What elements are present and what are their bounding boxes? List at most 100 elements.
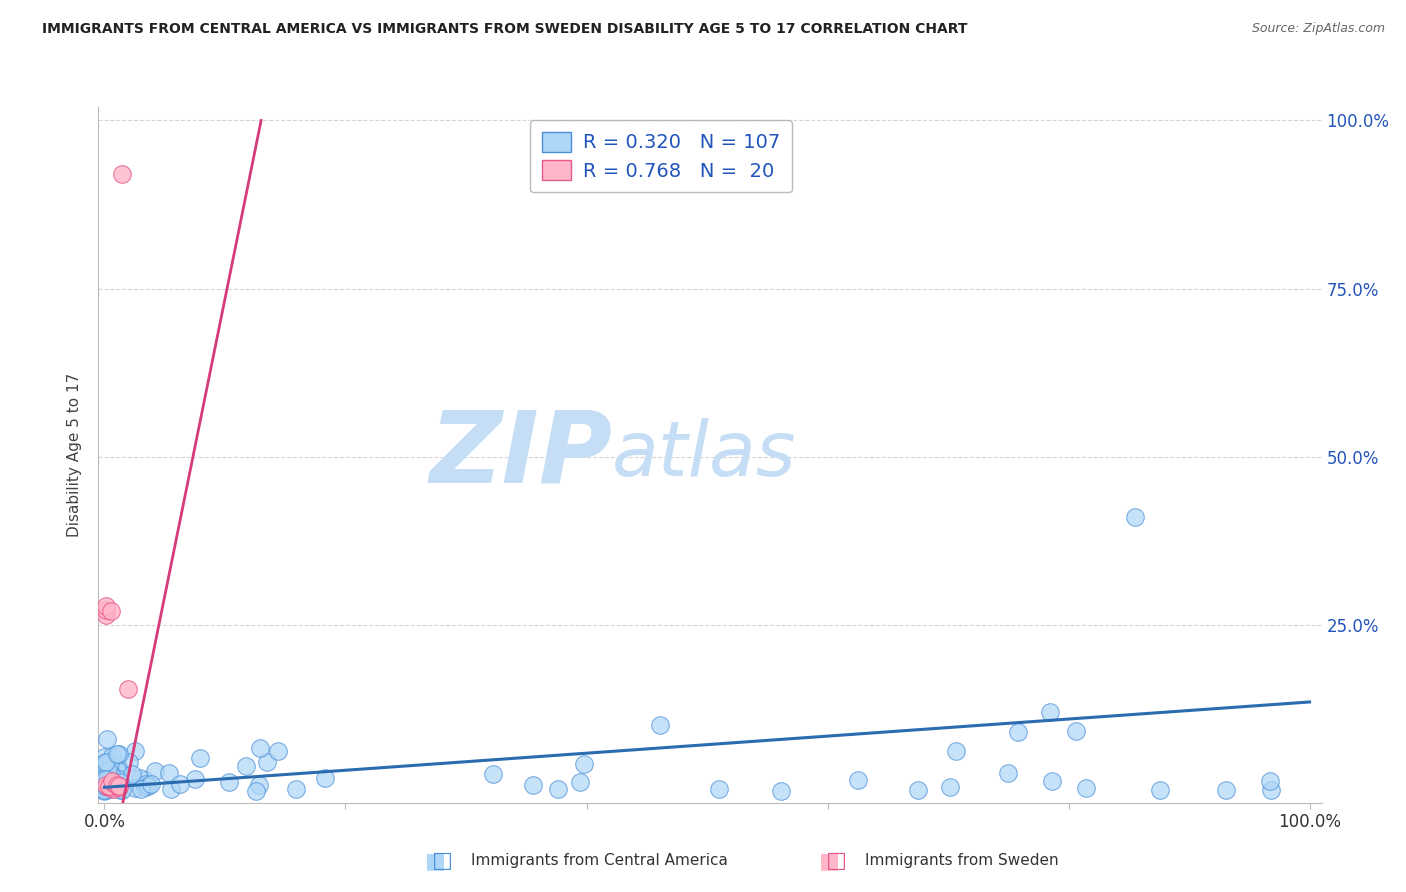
Point xyxy=(100,767,122,781)
Point xyxy=(482,766,505,780)
Point xyxy=(94,782,117,797)
Point xyxy=(945,744,967,758)
Text: IMMIGRANTS FROM CENTRAL AMERICA VS IMMIGRANTS FROM SWEDEN DISABILITY AGE 5 TO 17: IMMIGRANTS FROM CENTRAL AMERICA VS IMMIG… xyxy=(42,22,967,37)
Point xyxy=(107,780,129,795)
Point xyxy=(135,777,157,791)
Point xyxy=(522,778,544,792)
Point xyxy=(93,782,115,797)
Point xyxy=(93,783,115,797)
Point xyxy=(100,772,122,786)
Point xyxy=(124,780,146,795)
Point xyxy=(96,782,118,797)
Point xyxy=(907,782,929,797)
Point xyxy=(1064,723,1087,738)
Point xyxy=(169,777,191,791)
Point xyxy=(97,780,120,795)
Point xyxy=(93,756,115,771)
Point xyxy=(1260,783,1282,797)
Point xyxy=(97,771,120,785)
Point xyxy=(107,761,129,775)
Point xyxy=(94,607,117,622)
Point xyxy=(104,780,127,795)
Text: ■: ■ xyxy=(820,851,839,871)
Point xyxy=(707,782,730,797)
Point xyxy=(245,783,267,797)
Point xyxy=(101,780,124,795)
Point xyxy=(1123,510,1146,524)
Point xyxy=(107,782,129,797)
Point xyxy=(94,782,117,797)
Point xyxy=(96,767,118,781)
Point xyxy=(110,783,132,797)
Point xyxy=(131,782,153,797)
Point xyxy=(129,771,152,785)
Point xyxy=(94,782,117,797)
Point xyxy=(572,756,595,771)
Point xyxy=(93,779,115,793)
Text: Source: ZipAtlas.com: Source: ZipAtlas.com xyxy=(1251,22,1385,36)
Point xyxy=(107,747,129,762)
Point xyxy=(108,772,131,787)
Point xyxy=(184,772,207,786)
Point xyxy=(94,783,117,797)
Point xyxy=(108,772,131,786)
Legend: R = 0.320   N = 107, R = 0.768   N =  20: R = 0.320 N = 107, R = 0.768 N = 20 xyxy=(530,120,792,193)
Point xyxy=(93,783,115,797)
Point xyxy=(139,776,162,790)
Text: ■: ■ xyxy=(426,851,446,871)
Point xyxy=(111,783,134,797)
Point xyxy=(94,778,117,792)
Point xyxy=(96,769,118,783)
Point xyxy=(94,767,117,781)
Point xyxy=(101,749,124,764)
Text: atlas: atlas xyxy=(612,418,797,491)
Point xyxy=(97,760,120,774)
Point xyxy=(98,756,121,770)
Point xyxy=(101,781,124,796)
Point xyxy=(107,778,129,792)
Point xyxy=(100,604,122,618)
Point xyxy=(100,770,122,784)
Point xyxy=(93,772,115,786)
Point xyxy=(110,775,132,789)
Point xyxy=(547,782,569,797)
Point xyxy=(136,779,159,793)
Point xyxy=(1149,783,1171,797)
Point xyxy=(96,773,118,788)
Point xyxy=(100,778,122,792)
Point xyxy=(143,764,166,778)
Point xyxy=(256,755,278,769)
Point xyxy=(107,779,129,793)
Point xyxy=(997,765,1019,780)
Point xyxy=(105,771,128,785)
Point xyxy=(160,781,183,796)
Point xyxy=(97,779,120,793)
Point xyxy=(111,167,134,181)
Text: □: □ xyxy=(433,851,453,871)
Point xyxy=(94,779,117,793)
Point xyxy=(104,780,127,794)
Point xyxy=(107,779,129,793)
Point xyxy=(1007,725,1029,739)
Text: Immigrants from Central America: Immigrants from Central America xyxy=(471,854,728,868)
Point xyxy=(939,780,962,794)
Point xyxy=(1074,780,1097,795)
Point xyxy=(846,773,869,788)
Text: Immigrants from Sweden: Immigrants from Sweden xyxy=(865,854,1059,868)
Point xyxy=(101,773,124,788)
Point xyxy=(96,778,118,792)
Point xyxy=(93,760,115,774)
Point xyxy=(117,681,139,696)
Point xyxy=(94,603,117,617)
Point xyxy=(98,778,121,792)
Point xyxy=(100,782,122,797)
Point xyxy=(97,779,120,793)
Point xyxy=(188,751,211,765)
Point xyxy=(117,755,139,769)
Point xyxy=(98,775,121,789)
Point xyxy=(101,779,124,793)
Y-axis label: Disability Age 5 to 17: Disability Age 5 to 17 xyxy=(67,373,83,537)
Point xyxy=(314,771,336,785)
Point xyxy=(134,780,156,794)
Point xyxy=(769,783,792,797)
